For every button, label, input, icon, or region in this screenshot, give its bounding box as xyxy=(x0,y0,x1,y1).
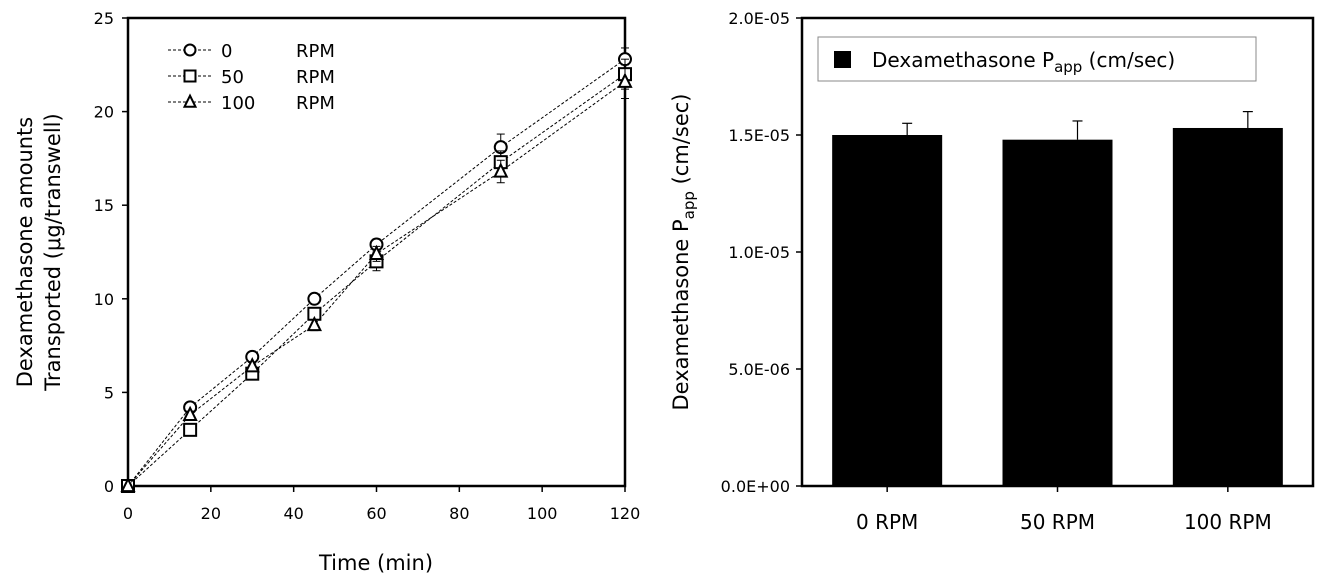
line-chart-x-axis-title: Time (min) xyxy=(318,551,433,575)
x-tick-label: 0 RPM xyxy=(856,510,918,534)
x-tick-label: 100 xyxy=(527,504,558,523)
bar xyxy=(832,135,943,486)
bar-chart-y-axis-title: Dexamethasone Papp (cm/sec) xyxy=(669,94,698,411)
x-tick-label: 60 xyxy=(366,504,386,523)
legend-label-unit: RPM xyxy=(296,41,335,62)
line-chart-legend: 0 RPM 50 RPM 100 RPM xyxy=(168,41,335,114)
data-point xyxy=(368,244,385,261)
bar xyxy=(1172,127,1283,486)
x-tick-label: 100 RPM xyxy=(1184,510,1272,534)
y-tick-label: 15 xyxy=(94,196,114,215)
bar-chart-x-axis: 0 RPM 50 RPM 100 RPM xyxy=(856,486,1272,534)
y-tick-label: 10 xyxy=(94,290,114,309)
bar-chart-y-axis: 0.0E+00 5.0E-06 1.0E-05 1.5E-05 2.0E-05 xyxy=(721,9,802,496)
data-point xyxy=(307,291,322,306)
x-tick-label: 50 RPM xyxy=(1020,510,1095,534)
series-50-rpm xyxy=(121,58,632,493)
line-chart-series xyxy=(120,47,633,493)
y-tick-label: 1.5E-05 xyxy=(728,126,790,145)
bar-chart-bars xyxy=(832,110,1283,486)
legend-label-value: 100 xyxy=(221,93,255,114)
x-tick-label: 80 xyxy=(449,504,469,523)
x-tick-label: 20 xyxy=(201,504,221,523)
bar-chart-legend-box xyxy=(817,36,1257,82)
series-line xyxy=(127,81,626,487)
data-point xyxy=(120,476,136,493)
y-tick-label: 5.0E-06 xyxy=(728,360,790,379)
bar-chart-legend: Dexamethasone Papp (cm/sec) xyxy=(817,36,1257,82)
data-point xyxy=(244,357,260,373)
legend-label-value: 0 xyxy=(221,41,232,62)
x-tick-label: 0 xyxy=(123,504,133,523)
line-chart-y-axis: 0 5 10 15 20 25 xyxy=(94,9,128,496)
data-point xyxy=(493,162,509,178)
x-tick-label: 40 xyxy=(283,504,303,523)
y-tick-label: 25 xyxy=(94,9,114,28)
y-tick-label: 5 xyxy=(104,383,114,402)
y-tick-label: 2.0E-05 xyxy=(728,9,790,28)
bar xyxy=(1002,139,1113,486)
bar-chart-legend-label: Dexamethasone Papp (cm/sec) xyxy=(872,48,1175,76)
legend-label-value: 50 xyxy=(221,67,244,88)
legend-marker xyxy=(183,69,197,83)
bar-chart-legend-swatch xyxy=(834,51,851,68)
line-chart: 0 20 40 60 80 100 120 0 5 10 15 20 25 Time (min) De… xyxy=(13,9,640,575)
y-tick-label: 1.0E-05 xyxy=(728,243,790,262)
line-chart-y-axis-title-line1: Dexamethasone amounts xyxy=(13,117,37,387)
x-tick-label: 120 xyxy=(610,504,641,523)
y-tick-label: 0.0E+00 xyxy=(721,477,790,496)
data-point xyxy=(182,405,198,422)
y-tick-label: 20 xyxy=(94,103,114,122)
line-chart-y-axis-title-line2: Transported (μg/transwell) xyxy=(41,113,65,391)
data-point xyxy=(617,72,633,88)
legend-marker xyxy=(183,43,197,57)
data-point xyxy=(306,315,322,332)
bar-chart: 0.0E+00 5.0E-06 1.0E-05 1.5E-05 2.0E-05 0 RP… xyxy=(669,9,1315,534)
line-chart-x-axis: 0 20 40 60 80 100 120 xyxy=(123,486,640,523)
y-tick-label: 0 xyxy=(104,477,114,496)
legend-marker xyxy=(182,93,198,108)
legend-label-unit: RPM xyxy=(296,67,335,88)
data-point xyxy=(183,422,198,437)
series-line xyxy=(127,58,626,487)
legend-label-unit: RPM xyxy=(296,93,335,114)
series-100-rpm xyxy=(120,64,633,493)
